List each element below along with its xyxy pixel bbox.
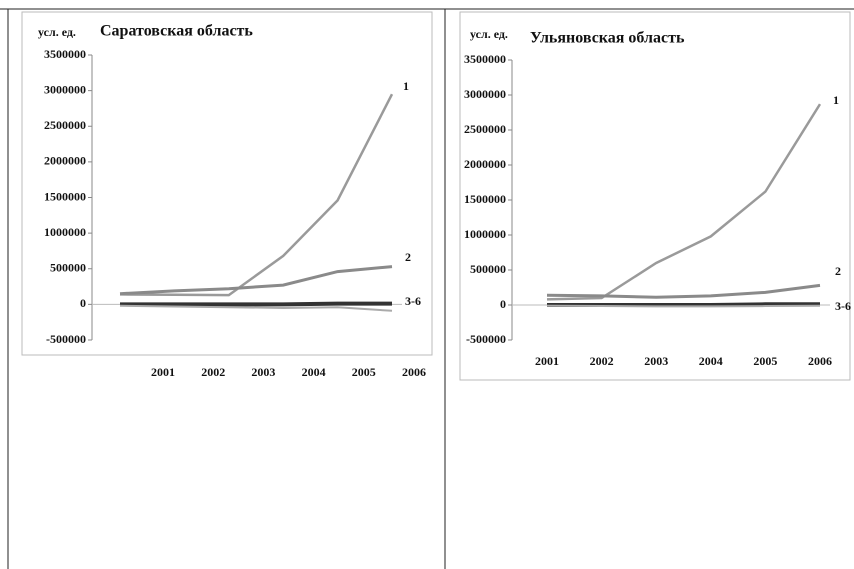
x-tick-label: 2003 xyxy=(251,365,275,379)
series-line xyxy=(119,265,393,296)
chart-title: Саратовская область xyxy=(100,23,253,40)
series-line xyxy=(547,302,820,307)
y-tick-label: 2500000 xyxy=(464,122,506,136)
series-label: 2 xyxy=(835,264,841,278)
series-line xyxy=(546,103,822,301)
chart-frame xyxy=(21,11,433,356)
x-tick-label: 2005 xyxy=(352,365,376,379)
y-tick-label: 1500000 xyxy=(464,192,506,206)
y-tick-label: 1500000 xyxy=(44,189,86,203)
y-tick-label: 500000 xyxy=(50,261,86,275)
x-tick-label: 2001 xyxy=(151,365,175,379)
x-tick-label: 2003 xyxy=(644,354,668,368)
y-axis-label: усл. ед. xyxy=(38,25,76,39)
y-tick-label: 0 xyxy=(500,297,506,311)
series-label: 1 xyxy=(833,93,839,107)
x-tick-label: 2002 xyxy=(201,365,225,379)
series-label: 3-6 xyxy=(835,299,851,313)
x-tick-label: 2006 xyxy=(808,354,832,368)
y-tick-label: 500000 xyxy=(470,262,506,276)
y-tick-label: 3500000 xyxy=(464,52,506,66)
series-line xyxy=(546,304,821,308)
chart-title: Ульяновская область xyxy=(530,30,685,47)
series-line xyxy=(119,304,393,312)
series-line xyxy=(120,301,392,307)
y-axis-label: усл. ед. xyxy=(470,27,508,41)
x-tick-label: 2001 xyxy=(535,354,559,368)
x-tick-label: 2005 xyxy=(753,354,777,368)
chart-frame xyxy=(459,11,851,381)
series-label: 2 xyxy=(405,250,411,264)
y-tick-label: 2000000 xyxy=(44,154,86,168)
x-tick-label: 2006 xyxy=(402,365,426,379)
series-line xyxy=(546,283,821,299)
y-tick-label: 3000000 xyxy=(464,87,506,101)
y-tick-label: 2000000 xyxy=(464,157,506,171)
y-tick-label: 1000000 xyxy=(44,225,86,239)
x-tick-label: 2004 xyxy=(302,365,326,379)
x-tick-label: 2002 xyxy=(590,354,614,368)
y-tick-label: 0 xyxy=(80,296,86,310)
series-line xyxy=(119,93,394,297)
y-tick-label: 1000000 xyxy=(464,227,506,241)
y-tick-label: 3000000 xyxy=(44,82,86,96)
series-label: 1 xyxy=(403,79,409,93)
y-tick-label: -500000 xyxy=(46,332,86,346)
y-tick-label: 3500000 xyxy=(44,47,86,61)
y-tick-label: 2500000 xyxy=(44,118,86,132)
y-tick-label: -500000 xyxy=(466,332,506,346)
series-label: 3-6 xyxy=(405,294,421,308)
x-tick-label: 2004 xyxy=(699,354,723,368)
